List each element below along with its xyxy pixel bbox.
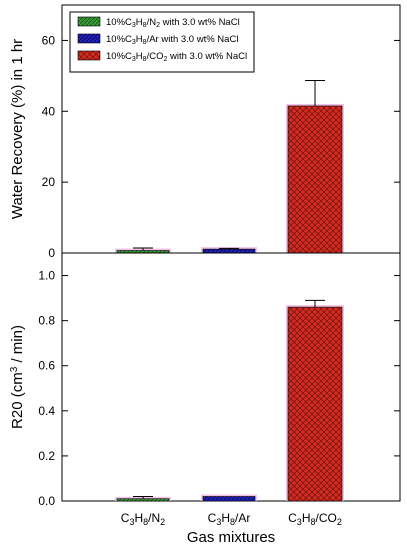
- legend: 10%C3​H8​/N2​ with 3.0 wt% NaCl 10%C3​H8​…: [69, 11, 255, 73]
- legend-label: 10%C3​H8​/Ar with 3.0 wt% NaCl: [106, 34, 238, 46]
- legend-label: 10%C3​H8​/N2​ with 3.0 wt% NaCl: [106, 17, 240, 29]
- x-category-labels: C3​H8​/N2​ C3​H8​/Ar C3​H8​/CO2​: [121, 511, 342, 527]
- y-tick-label: 20: [42, 175, 56, 189]
- legend-swatch: [77, 16, 101, 27]
- top-y-axis-label: Water Recovery (%) in 1 hr: [9, 39, 26, 219]
- legend-label: 10%C3​H8​/CO2​ with 3.0 wt% NaCl: [106, 51, 247, 63]
- bottom-panel: 0.0 0.2 0.4 0.6 0.8 1.0 R20 (cm3 / min) C3​H8…: [9, 252, 401, 546]
- y-tick-label: 0: [48, 246, 55, 260]
- x-category-label: C3​H8​/Ar: [208, 511, 251, 527]
- top-panel: 0 20 40 60 Water Recovery (%) in 1 hr 10%C3…: [9, 4, 401, 260]
- bottom-y-ticks: 0.0 0.2 0.4 0.6 0.8 1.0: [38, 269, 400, 508]
- x-category-label: C3​H8​/CO2​: [288, 511, 342, 527]
- bottom-y-axis-label: R20 (cm3 / min): [9, 325, 27, 429]
- bar: [287, 105, 343, 254]
- bar: [287, 306, 343, 502]
- top-bars: [115, 79, 344, 254]
- top-y-ticks: 0 20 40 60: [42, 33, 400, 260]
- y-tick-label: 0.0: [38, 494, 55, 508]
- bottom-plot-frame: [61, 252, 401, 502]
- bar: [202, 248, 256, 254]
- y-tick-label: 0.6: [38, 359, 55, 373]
- y-tick-label: 1.0: [38, 269, 55, 283]
- bottom-bars: [115, 299, 344, 502]
- x-category-label: C3​H8​/N2​: [121, 511, 165, 527]
- y-tick-label: 0.8: [38, 314, 55, 328]
- y-tick-label: 60: [42, 33, 56, 47]
- y-tick-label: 0.4: [38, 404, 55, 418]
- legend-swatch: [77, 33, 101, 44]
- bar: [116, 498, 170, 502]
- y-tick-label: 40: [42, 104, 56, 118]
- legend-swatch: [77, 50, 101, 61]
- legend-box: [69, 11, 255, 73]
- y-tick-label: 0.2: [38, 449, 55, 463]
- x-axis-label: Gas mixtures: [187, 529, 275, 546]
- bar: [202, 496, 256, 502]
